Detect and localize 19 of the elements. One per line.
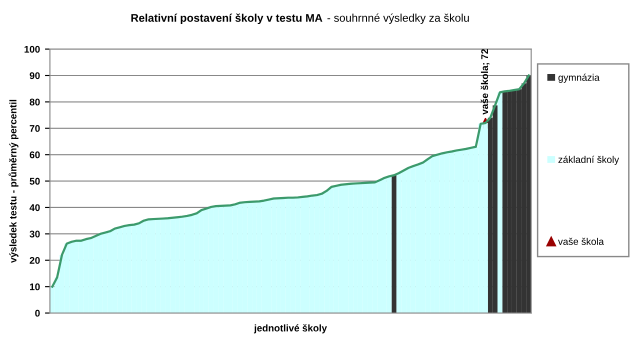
y-tick-label: 10	[30, 283, 40, 290]
chart-subtitle: - souhrnné výsledky za školu	[327, 14, 469, 24]
y-tick-label: 70	[30, 125, 40, 132]
y-axis-title: výsledek testu - průměrný percentil	[8, 100, 18, 263]
y-tick-label: 100	[24, 46, 40, 53]
y-tick-label: 80	[30, 98, 40, 106]
data-label: vaše škola; 72	[480, 49, 490, 115]
y-tick-label: 30	[30, 230, 40, 238]
x-axis-title: jednotlivé školy	[254, 324, 327, 334]
y-tick-label: 0	[35, 310, 40, 317]
legend-label: základní školy	[558, 156, 620, 165]
y-tick-label: 40	[30, 204, 40, 212]
y-tick-label: 20	[30, 256, 40, 264]
legend-label: gymnázia	[558, 74, 600, 83]
y-tick-label: 60	[30, 151, 40, 158]
y-tick-label: 90	[30, 72, 40, 80]
legend-label: vaše škola	[558, 238, 604, 245]
chart-title: Relativní postavení školy v testu MA	[131, 13, 322, 24]
y-tick-label: 50	[30, 178, 40, 185]
